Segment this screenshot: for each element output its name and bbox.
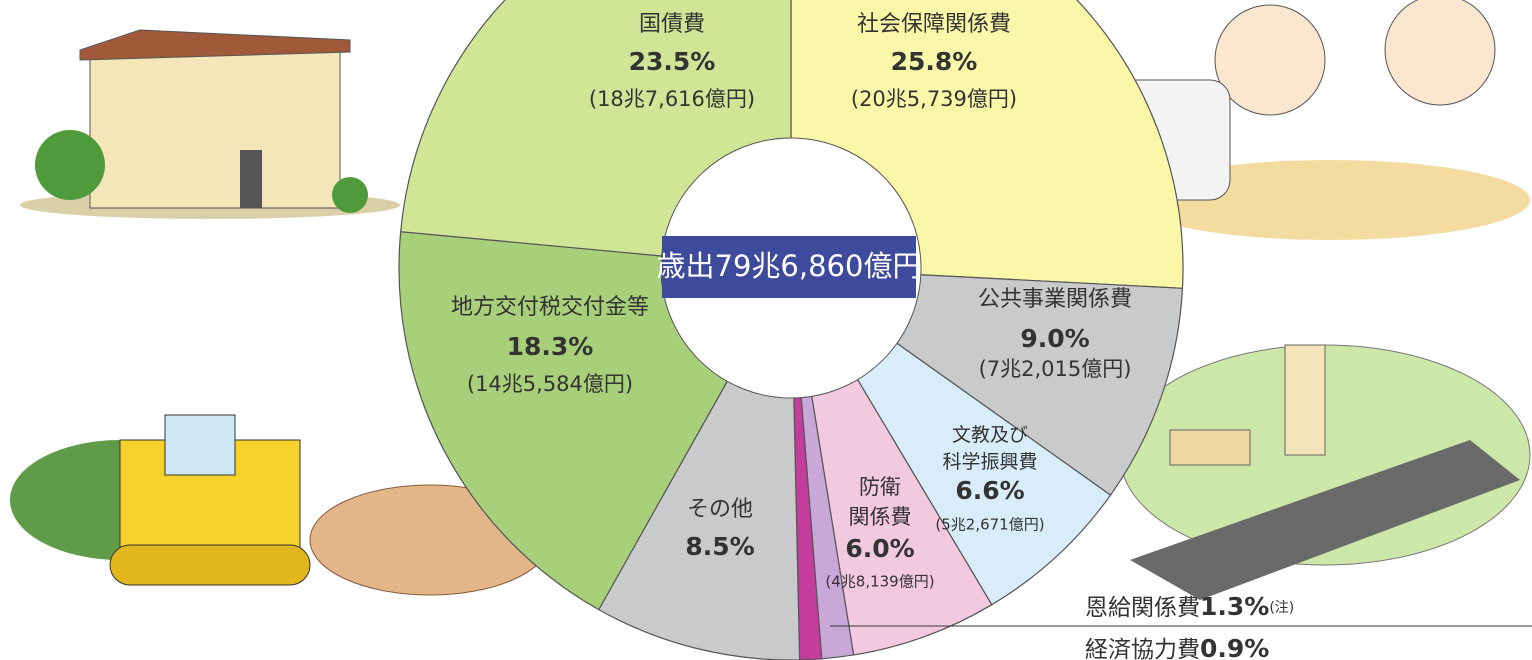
outer-label: 経済協力費0.9% — [1085, 634, 1269, 660]
illustration-town — [1120, 345, 1530, 600]
amount-label: (4兆8,139億円) — [825, 573, 934, 591]
category-label-line: 関係費 — [849, 505, 912, 529]
value-label: 9.0% — [1020, 324, 1089, 353]
value-label: 18.3% — [507, 332, 594, 361]
category-label: 公共事業関係費 — [978, 287, 1132, 312]
value-label: 23.5% — [629, 47, 716, 76]
category-label: 地方交付税交付金等 — [451, 295, 649, 320]
center-label: 歳出79兆6,860億円 — [657, 249, 922, 283]
chart: 歳出79兆6,860億円 社会保障関係費 25.8% (20兆5,739億円) 公共事… — [0, 0, 1532, 660]
value-label: 6.0% — [845, 534, 914, 563]
category-label: 国債費 — [639, 12, 705, 37]
category-label-line: 文教及び — [952, 424, 1028, 446]
outer-label: 恩給関係費1.3%(注) — [1085, 592, 1294, 621]
amount-label: (18兆7,616億円) — [589, 87, 755, 111]
amount-label: (14兆5,584億円) — [467, 372, 633, 396]
value-label: 25.8% — [891, 47, 978, 76]
note-marker: (注) — [1269, 600, 1294, 616]
illustration-building — [20, 30, 400, 219]
category-label: 社会保障関係費 — [857, 12, 1011, 37]
amount-label: (7兆2,015億円) — [979, 357, 1132, 381]
category-label: 恩給関係費 — [1085, 595, 1200, 621]
category-label: その他 — [687, 497, 753, 522]
category-label-line: 防衛 — [859, 475, 901, 499]
category-label: 経済協力費 — [1085, 637, 1200, 660]
amount-label: (5兆2,671億円) — [935, 516, 1044, 534]
value-label: 6.6% — [955, 476, 1024, 505]
value-label: 1.3% — [1200, 592, 1269, 621]
amount-label: (20兆5,739億円) — [851, 87, 1017, 111]
page: 歳出79兆6,860億円 社会保障関係費 25.8% (20兆5,739億円) 公共事… — [0, 0, 1532, 660]
category-label-line: 科学振興費 — [942, 451, 1037, 473]
value-label: 8.5% — [685, 532, 754, 561]
value-label: 0.9% — [1200, 634, 1269, 660]
